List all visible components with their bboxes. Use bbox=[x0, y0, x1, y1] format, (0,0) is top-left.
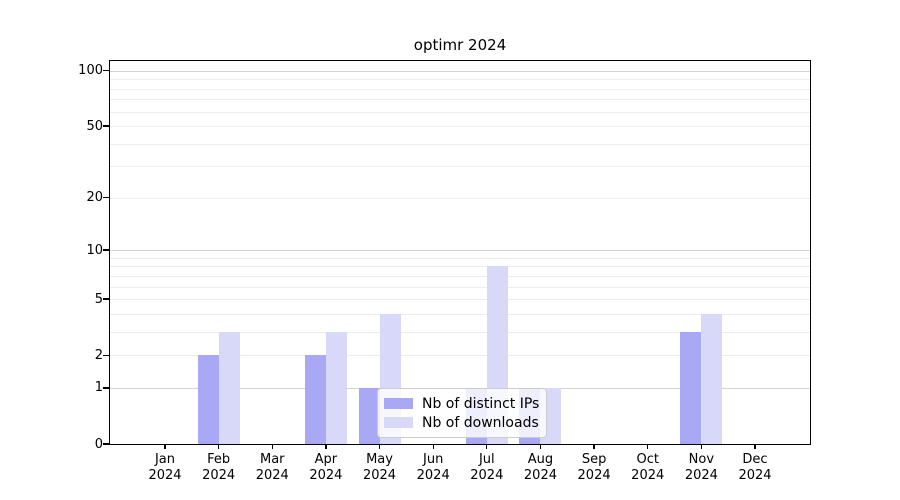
x-axis-tick bbox=[539, 444, 542, 449]
y-axis-tick bbox=[103, 387, 109, 389]
grid-line-minor bbox=[110, 275, 810, 277]
bar-distinct-ips bbox=[197, 355, 219, 444]
grid-line-major bbox=[110, 250, 810, 252]
x-axis-tick-label: Jun 2024 bbox=[416, 452, 450, 483]
grid-line-minor bbox=[110, 126, 810, 128]
x-axis-tick bbox=[700, 444, 702, 449]
grid-line-minor bbox=[110, 299, 810, 301]
grid-line-major bbox=[110, 70, 810, 72]
chart-title: optimr 2024 bbox=[413, 36, 507, 54]
bar-downloads bbox=[325, 331, 347, 444]
bar-distinct-ips bbox=[304, 355, 326, 444]
y-axis-tick-label: 5 bbox=[94, 291, 103, 307]
y-axis-tick bbox=[103, 70, 109, 72]
y-axis-tick-label: 2 bbox=[94, 347, 103, 363]
grid-line-minor bbox=[110, 266, 810, 268]
y-axis-tick bbox=[103, 125, 109, 127]
x-axis-tick bbox=[164, 444, 166, 449]
y-axis-tick-label: 0 bbox=[94, 436, 103, 452]
bar-downloads bbox=[218, 331, 240, 444]
x-axis-tick-label: May 2024 bbox=[362, 452, 397, 483]
x-axis-tick bbox=[754, 444, 756, 449]
x-axis-tick-label: Sep 2024 bbox=[577, 452, 611, 483]
y-axis-tick-label: 100 bbox=[78, 63, 103, 79]
grid-line-minor bbox=[110, 166, 810, 168]
x-axis-tick-label: Dec 2024 bbox=[738, 452, 772, 483]
x-axis-tick bbox=[271, 444, 273, 449]
y-axis-tick-label: 1 bbox=[94, 380, 103, 396]
x-axis-tick bbox=[647, 444, 649, 449]
x-axis-tick-label: Feb 2024 bbox=[202, 452, 236, 483]
legend: Nb of distinct IPs Nb of downloads bbox=[377, 388, 547, 438]
y-axis-tick bbox=[103, 298, 109, 300]
x-axis-tick bbox=[486, 444, 488, 449]
x-axis-tick-label: Jan 2024 bbox=[148, 452, 182, 483]
grid-line-minor bbox=[110, 88, 810, 90]
legend-item-distinct-ips: Nb of distinct IPs bbox=[384, 396, 540, 412]
legend-label-distinct-ips: Nb of distinct IPs bbox=[422, 395, 540, 412]
plot-area: Nb of distinct IPs Nb of downloads bbox=[109, 60, 811, 445]
y-axis-tick bbox=[103, 354, 109, 356]
x-axis-tick-label: Nov 2024 bbox=[684, 452, 718, 483]
x-axis-tick-label: Mar 2024 bbox=[255, 452, 289, 483]
x-axis-tick bbox=[432, 444, 434, 449]
grid-line-minor bbox=[110, 143, 810, 145]
x-axis-tick bbox=[593, 444, 595, 449]
x-axis-tick bbox=[378, 444, 381, 449]
y-axis-tick-label: 10 bbox=[86, 242, 103, 258]
y-axis-tick bbox=[103, 249, 109, 251]
bar-downloads bbox=[701, 313, 723, 444]
legend-swatch-distinct-ips-icon bbox=[384, 398, 413, 409]
bar-distinct-ips bbox=[358, 387, 380, 444]
grid-line-minor bbox=[110, 355, 810, 357]
x-axis-tick bbox=[217, 444, 220, 449]
y-axis-tick bbox=[103, 443, 109, 445]
y-axis-tick-label: 50 bbox=[86, 118, 103, 134]
grid-line-minor bbox=[110, 79, 810, 81]
bar-distinct-ips bbox=[680, 331, 702, 444]
y-axis-tick-label: 20 bbox=[86, 190, 103, 206]
grid-line-minor bbox=[110, 313, 810, 315]
grid-line-minor bbox=[110, 111, 810, 113]
grid-line-minor bbox=[110, 99, 810, 101]
x-axis-tick-label: Apr 2024 bbox=[309, 452, 343, 483]
grid-line-minor bbox=[110, 286, 810, 288]
grid-line-minor bbox=[110, 331, 810, 333]
x-axis-tick-label: Jul 2024 bbox=[470, 452, 504, 483]
grid-line-minor bbox=[110, 197, 810, 199]
x-axis-tick-label: Aug 2024 bbox=[523, 452, 557, 483]
legend-label-downloads: Nb of downloads bbox=[422, 414, 539, 431]
y-axis-tick bbox=[103, 197, 109, 199]
x-axis-tick-label: Oct 2024 bbox=[631, 452, 665, 483]
grid-line-minor bbox=[110, 257, 810, 259]
legend-item-downloads: Nb of downloads bbox=[384, 415, 540, 431]
legend-swatch-downloads-icon bbox=[384, 417, 413, 428]
x-axis-tick bbox=[325, 444, 327, 449]
